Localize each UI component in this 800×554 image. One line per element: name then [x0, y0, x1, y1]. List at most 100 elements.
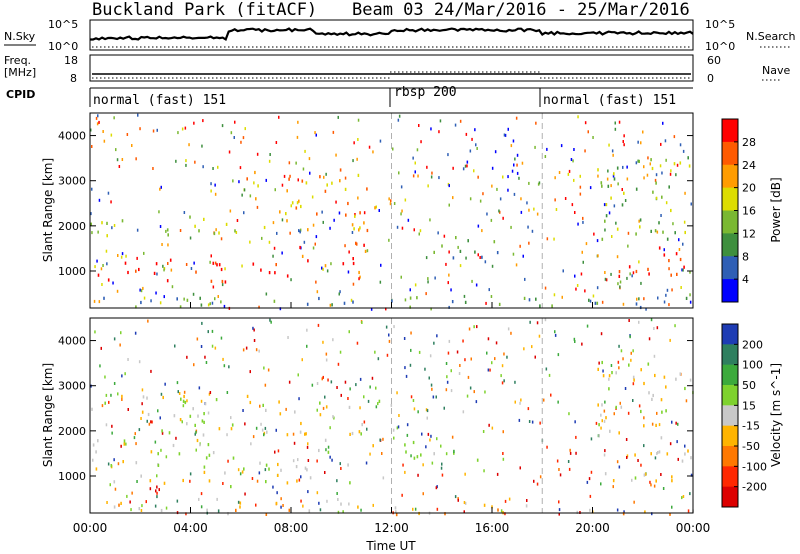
echo-cell-region-0 [277, 473, 279, 477]
noise-cell [297, 120, 299, 124]
noise-cell [590, 437, 593, 441]
noise-cell [401, 226, 404, 230]
noise-cell [186, 355, 188, 359]
noise-cell [579, 192, 582, 196]
noise-cell [217, 295, 219, 298]
noise-cell [379, 139, 382, 143]
noise-cell [450, 369, 452, 373]
noise-cell [581, 342, 583, 346]
noise-cell [299, 230, 301, 234]
noise-cell [635, 161, 638, 165]
noise-cell [495, 341, 498, 345]
noise-cell [434, 276, 436, 280]
noise-cell [105, 249, 108, 253]
noise-cell [298, 478, 301, 482]
noise-cell [306, 328, 308, 332]
echo-cell-region-7 [668, 185, 670, 189]
echo-cell-region-0 [318, 448, 320, 453]
noise-cell [111, 431, 113, 435]
noise-cell [243, 211, 245, 215]
echo-cell-region-0 [113, 480, 116, 484]
noise-cell [436, 485, 438, 489]
noise-cell [600, 426, 602, 430]
noise-cell [447, 153, 449, 157]
noise-cell [274, 450, 276, 454]
noise-cell [194, 432, 196, 436]
noise-cell [669, 172, 672, 176]
echo-cell-region-4 [640, 368, 642, 372]
noise-cell [150, 420, 152, 424]
noise-cell [550, 393, 552, 397]
noise-cell [325, 358, 328, 362]
noise-cell [237, 468, 240, 472]
echo-cell-region-6 [670, 273, 672, 277]
noise-cell [616, 255, 619, 259]
noise-cell [344, 380, 347, 384]
noise-cell [600, 332, 603, 336]
noise-cell [331, 458, 333, 462]
noise-cell [217, 509, 220, 513]
noise-cell [121, 252, 124, 256]
noise-cell [682, 495, 685, 498]
echo-cell-region-7 [604, 219, 606, 223]
noise-cell [103, 139, 106, 143]
noise-cell [131, 144, 133, 147]
noise-cell [427, 184, 429, 188]
noise-cell [510, 331, 512, 335]
noise-cell [110, 393, 112, 397]
noise-cell [178, 392, 181, 395]
noise-cell [256, 152, 259, 156]
echo-cell-region-2 [160, 508, 163, 513]
echo-cell-region-4 [409, 296, 412, 300]
echo-cell-region-7 [597, 168, 599, 172]
noise-cell [171, 285, 174, 289]
noise-cell [660, 473, 662, 476]
noise-cell [182, 404, 185, 408]
noise-cell [534, 145, 536, 149]
noise-cell [581, 250, 583, 254]
noise-cell [637, 459, 639, 462]
echo-cell-region-4 [647, 362, 650, 366]
echo-cell-region-6 [635, 269, 638, 274]
noise-cell [117, 254, 119, 257]
noise-cell [436, 334, 438, 338]
noise-cell [281, 251, 283, 255]
noise-cell [548, 373, 551, 377]
noise-cell [675, 173, 677, 177]
noise-cell [189, 236, 192, 240]
noise-cell [242, 348, 245, 352]
noise-cell [622, 302, 625, 306]
y-tick-label: 3000 [58, 380, 86, 393]
noise-cell [559, 473, 562, 477]
noise-cell [627, 411, 630, 415]
echo-cell-region-1 [182, 399, 185, 403]
noise-cell [536, 212, 539, 216]
noise-cell [382, 476, 385, 480]
noise-cell [536, 321, 539, 325]
noise-cell [409, 363, 412, 367]
echo-cell-region-3 [344, 187, 347, 191]
noise-cell [267, 368, 270, 372]
noise-cell [223, 364, 226, 368]
noise-cell [457, 497, 459, 501]
echo-cell-region-2 [275, 501, 278, 505]
noise-cell [136, 480, 138, 483]
noise-cell [623, 510, 625, 514]
noise-cell [372, 150, 374, 154]
noise-cell [388, 238, 390, 242]
echo-cell-region-1 [194, 423, 196, 427]
echo-cell-region-3 [476, 458, 479, 462]
noise-cell [207, 411, 210, 415]
echo-cell-region-2 [395, 510, 397, 514]
echo-cell-region-2 [491, 505, 493, 509]
noise-cell [606, 177, 609, 181]
noise-cell [671, 288, 673, 292]
echo-cell-region-1 [201, 419, 204, 423]
power-panel: 1000 2000 3000 4000 Slant Range [km] [41, 112, 694, 311]
noise-cell [95, 116, 98, 120]
noise-cell [270, 320, 272, 324]
noise-cell [554, 198, 556, 202]
echo-cell-region-1 [141, 410, 144, 414]
echo-cell-region-1 [202, 433, 205, 437]
noise-cell [669, 442, 672, 446]
